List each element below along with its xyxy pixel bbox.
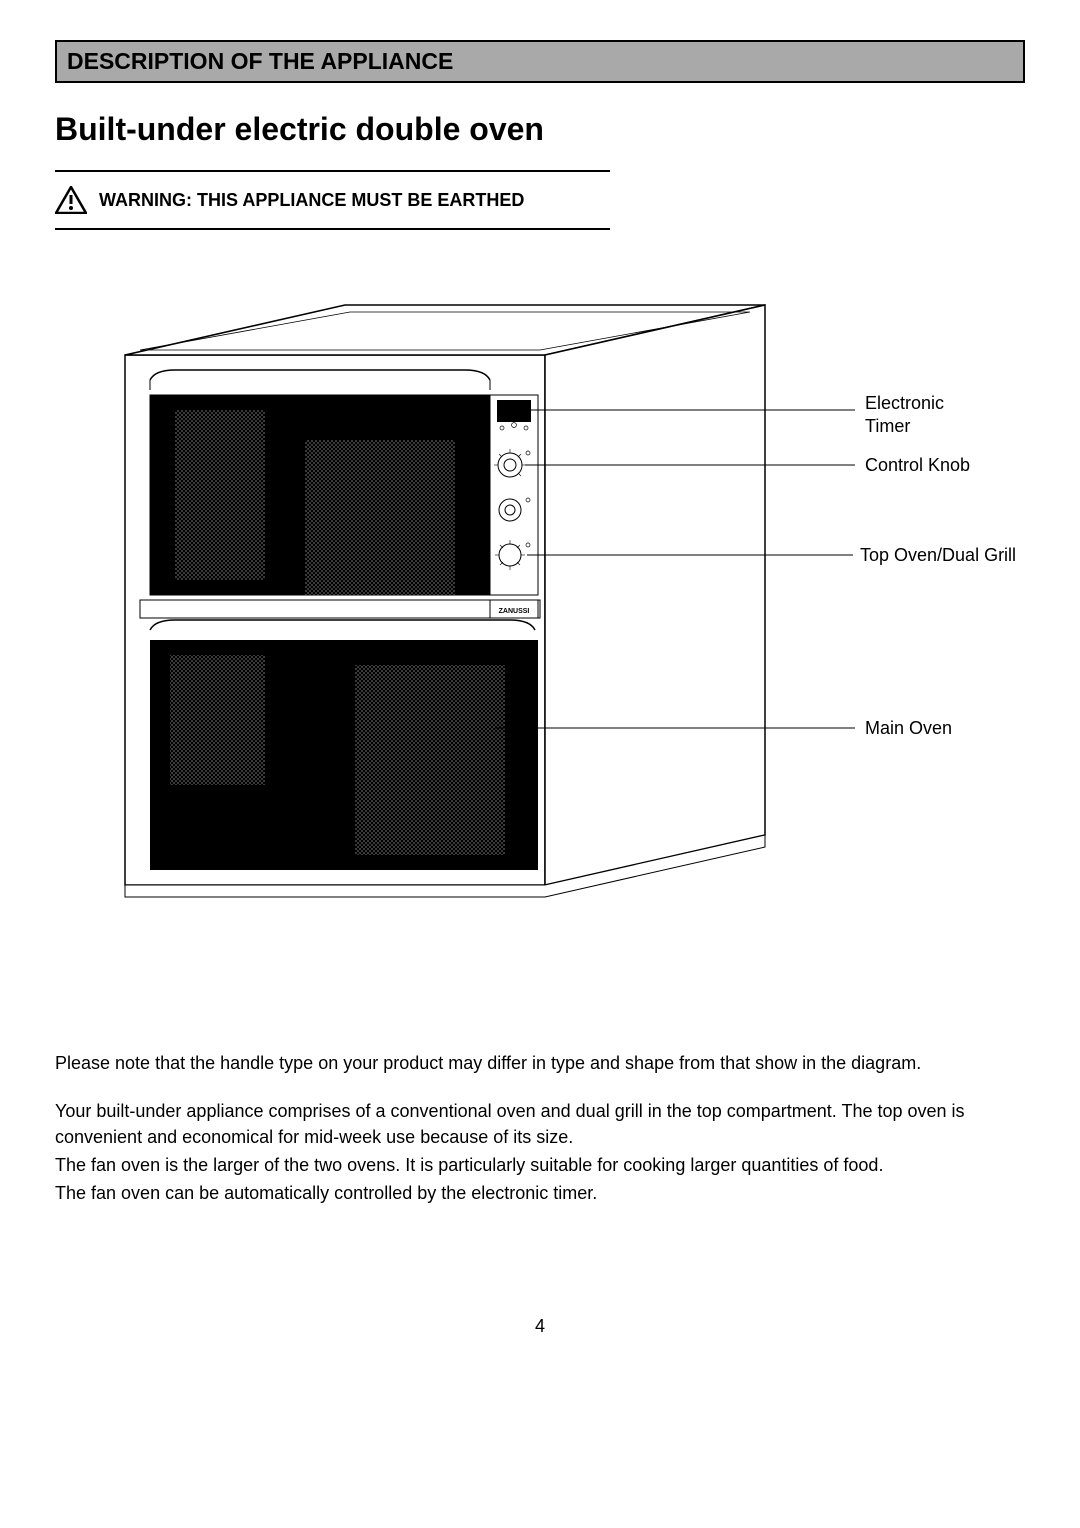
callout-electronic-timer: Electronic Timer <box>865 392 944 437</box>
body-p2: Your built-under appliance comprises of … <box>55 1098 1025 1150</box>
warning-strip: WARNING: THIS APPLIANCE MUST BE EARTHED <box>55 170 610 230</box>
section-header: DESCRIPTION OF THE APPLIANCE <box>55 40 1025 83</box>
body-p1: Please note that the handle type on your… <box>55 1050 1025 1076</box>
page-number: 4 <box>55 1316 1025 1337</box>
callout-control-knob: Control Knob <box>865 454 970 477</box>
page-title: Built-under electric double oven <box>55 111 1025 148</box>
description-body: Please note that the handle type on your… <box>55 1050 1025 1206</box>
callout-top-oven-grill: Top Oven/Dual Grill <box>860 544 1016 567</box>
warning-triangle-icon <box>55 186 87 214</box>
appliance-diagram: ZANUSSI Electronic Timer Control Knob To… <box>55 300 1025 1010</box>
warning-text: WARNING: THIS APPLIANCE MUST BE EARTHED <box>99 190 524 211</box>
oven-illustration: ZANUSSI <box>95 300 855 1010</box>
body-p4: The fan oven can be automatically contro… <box>55 1180 1025 1206</box>
svg-text:ZANUSSI: ZANUSSI <box>499 608 530 615</box>
callout-main-oven: Main Oven <box>865 717 952 740</box>
body-p3: The fan oven is the larger of the two ov… <box>55 1152 1025 1178</box>
